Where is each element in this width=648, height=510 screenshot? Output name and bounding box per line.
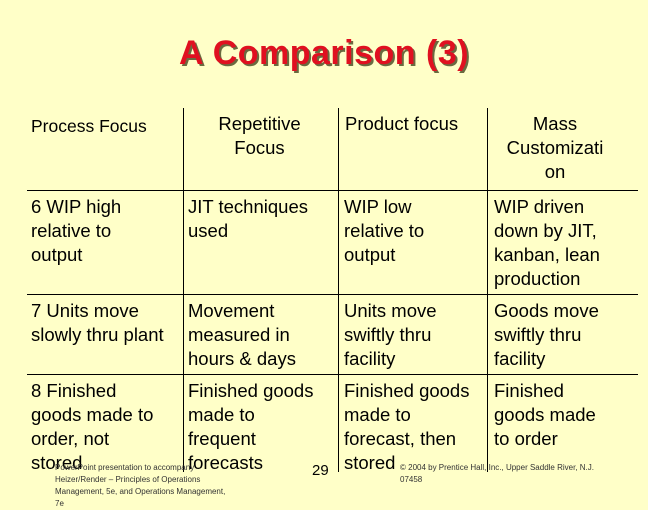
footer-credit: PowerPoint presentation to accompany Hei… bbox=[55, 463, 226, 508]
cell-product-finished: Finished goods made to forecast, then st… bbox=[344, 380, 470, 473]
slide-title: A Comparison (3) bbox=[178, 34, 470, 72]
header-mass-customization: Mass Customizati on bbox=[506, 113, 604, 182]
page-number: 29 bbox=[312, 462, 329, 479]
cell-mass-finished: Finished goods made to order bbox=[494, 380, 596, 449]
cell-process-units: 7 Units move slowly thru plant bbox=[31, 300, 164, 345]
cell-process-wip: 6 WIP high relative to output bbox=[31, 196, 122, 265]
cell-mass-wip: WIP driven down by JIT, kanban, lean pro… bbox=[494, 196, 600, 289]
cell-repetitive-wip: JIT techniques used bbox=[188, 196, 308, 241]
header-repetitive-focus: Repetitive Focus bbox=[218, 113, 301, 158]
cell-repetitive-movement: Movement measured in hours & days bbox=[188, 300, 296, 369]
header-product-focus: Product focus bbox=[345, 113, 459, 134]
comparison-table: Process Focus Repetitive Focus Product f… bbox=[27, 108, 638, 473]
cell-mass-goods: Goods move swiftly thru facility bbox=[494, 300, 599, 369]
cell-product-units: Units move swiftly thru facility bbox=[344, 300, 437, 369]
table-row: 6 WIP high relative to output JIT techni… bbox=[27, 190, 638, 295]
cell-repetitive-finished: Finished goods made to frequent forecast… bbox=[188, 380, 314, 473]
column-divider bbox=[338, 108, 339, 472]
header-process-focus: Process Focus bbox=[31, 116, 147, 136]
cell-process-finished: 8 Finished goods made to order, not stor… bbox=[31, 380, 154, 473]
footer-copyright: © 2004 by Prentice Hall, Inc., Upper Sad… bbox=[400, 463, 594, 484]
column-divider bbox=[183, 108, 184, 472]
table-header-row: Process Focus Repetitive Focus Product f… bbox=[27, 108, 638, 190]
cell-product-wip: WIP low relative to output bbox=[344, 196, 425, 265]
table-row: 7 Units move slowly thru plant Movement … bbox=[27, 294, 638, 375]
column-divider bbox=[487, 108, 488, 472]
table-row: 8 Finished goods made to order, not stor… bbox=[27, 374, 638, 473]
